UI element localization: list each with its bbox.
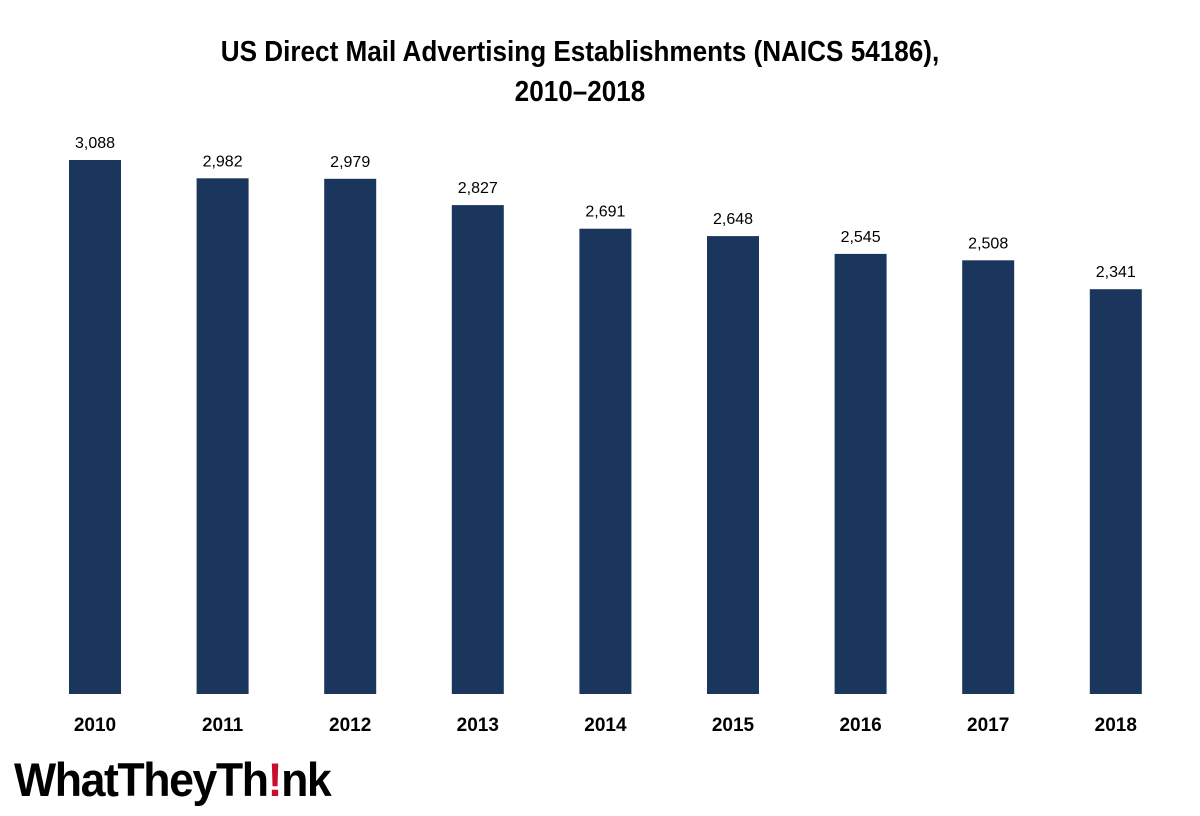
data-label-2015: 2,648 — [713, 211, 753, 228]
bar-2010 — [69, 160, 121, 694]
x-tick-label-2017: 2017 — [967, 715, 1009, 736]
data-label-2010: 3,088 — [75, 135, 115, 152]
bar-2014 — [579, 228, 632, 694]
bar-2015 — [707, 236, 759, 694]
x-tick-label-2011: 2011 — [202, 715, 244, 736]
data-label-2014: 2,691 — [585, 204, 625, 221]
bar-2012 — [324, 178, 377, 695]
logo-text-part1: WhatTheyTh — [14, 753, 269, 806]
bar-2011 — [196, 178, 249, 695]
data-label-2017: 2,508 — [968, 235, 1008, 252]
logo-exclamation: ! — [267, 753, 283, 806]
x-tick-label-2018: 2018 — [1095, 715, 1137, 736]
logo-text-part2: nk — [281, 753, 332, 806]
data-label-2011: 2,982 — [203, 153, 243, 170]
bar-2018 — [1089, 289, 1142, 694]
whattheythink-logo: WhatTheyTh!nk — [14, 752, 332, 808]
x-tick-label-2010: 2010 — [74, 715, 116, 736]
chart-title-line-2: 2010–2018 — [514, 76, 646, 108]
data-label-2013: 2,827 — [458, 180, 498, 197]
x-tick-label-2014: 2014 — [584, 715, 627, 736]
data-label-2016: 2,545 — [841, 229, 881, 246]
x-tick-label-2016: 2016 — [839, 715, 881, 736]
chart-title-line-1: US Direct Mail Advertising Establishment… — [220, 36, 940, 68]
x-tick-label-2015: 2015 — [712, 715, 755, 736]
data-label-2012: 2,979 — [330, 154, 370, 171]
data-label-2018: 2,341 — [1096, 264, 1136, 281]
bar-2013 — [451, 205, 504, 694]
x-tick-label-2012: 2012 — [329, 715, 371, 736]
bar-2017 — [962, 260, 1015, 694]
bar-2016 — [834, 253, 887, 694]
chart-title: US Direct Mail Advertising Establishment… — [58, 32, 1102, 112]
x-tick-label-2013: 2013 — [457, 715, 499, 736]
